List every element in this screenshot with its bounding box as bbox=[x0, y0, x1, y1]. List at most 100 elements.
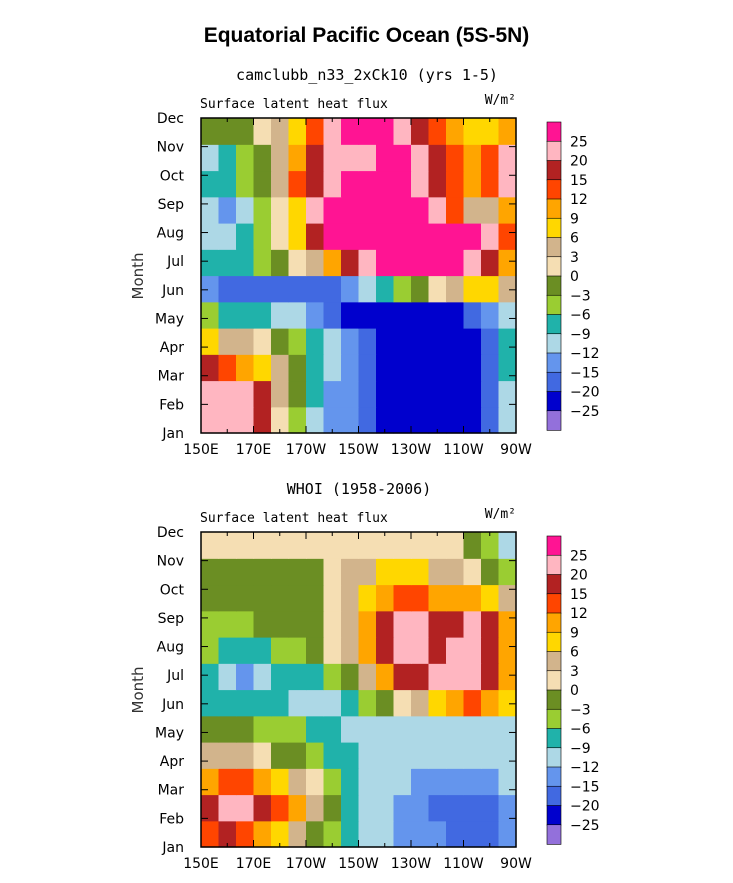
colorbar-swatch bbox=[546, 728, 562, 749]
heatmap-cell bbox=[463, 820, 482, 848]
heatmap-cell bbox=[218, 118, 237, 145]
heatmap-cell bbox=[498, 794, 517, 822]
heatmap-cell bbox=[498, 223, 517, 250]
y-tick-label: Dec bbox=[157, 525, 184, 541]
heatmap-cell bbox=[358, 794, 377, 822]
heatmap-cell bbox=[428, 584, 447, 612]
x-tick-label: 110W bbox=[443, 442, 484, 458]
heatmap-cell bbox=[218, 715, 237, 743]
heatmap-cell bbox=[288, 170, 307, 198]
heatmap-cell bbox=[271, 558, 290, 586]
heatmap-cell bbox=[271, 610, 290, 638]
heatmap-cell bbox=[236, 223, 255, 250]
heatmap-cell bbox=[218, 689, 237, 717]
colorbar-swatch bbox=[546, 631, 562, 653]
heatmap-cell bbox=[271, 742, 290, 769]
heatmap-cell bbox=[376, 820, 395, 848]
heatmap-cell bbox=[253, 558, 272, 586]
heatmap-cell bbox=[393, 532, 412, 559]
heatmap-cell bbox=[253, 794, 272, 822]
heatmap-cell bbox=[498, 584, 517, 612]
heatmap-cell bbox=[428, 689, 447, 717]
heatmap-cell bbox=[498, 558, 517, 586]
heatmap-cell bbox=[481, 118, 500, 145]
heatmap-cell bbox=[411, 301, 430, 329]
heatmap-cell bbox=[463, 301, 482, 329]
heatmap-cell bbox=[236, 275, 255, 303]
heatmap-cell bbox=[323, 354, 342, 382]
y-tick-label: Apr bbox=[160, 340, 184, 356]
heatmap-cell bbox=[288, 275, 307, 303]
heatmap-cell bbox=[393, 584, 412, 612]
heatmap-cell bbox=[428, 715, 447, 743]
heatmap-cell bbox=[463, 689, 482, 717]
heatmap-cell bbox=[201, 663, 220, 691]
colorbar-label: 6 bbox=[570, 645, 579, 661]
heatmap-cell bbox=[253, 610, 272, 638]
heatmap-cell bbox=[323, 663, 342, 691]
heatmap-cell bbox=[358, 406, 377, 434]
heatmap-cell bbox=[393, 275, 412, 303]
heatmap-cell bbox=[323, 301, 342, 329]
colorbar-label: −3 bbox=[570, 288, 591, 304]
heatmap-cell bbox=[446, 380, 465, 408]
panel-1-title: camclubb_n33_2xCk10 (yrs 1-5) bbox=[236, 66, 498, 84]
heatmap-cell bbox=[201, 532, 220, 559]
heatmap-cell bbox=[341, 354, 360, 382]
heatmap-cell bbox=[236, 170, 255, 198]
heatmap-cell bbox=[376, 768, 395, 796]
heatmap-cell bbox=[288, 196, 307, 224]
heatmap-cell bbox=[481, 223, 500, 250]
heatmap-cell bbox=[498, 328, 517, 355]
heatmap-cell bbox=[498, 301, 517, 329]
heatmap-cell bbox=[201, 118, 220, 145]
heatmap-cell bbox=[201, 223, 220, 250]
heatmap-cell bbox=[358, 715, 377, 743]
heatmap-cell bbox=[306, 637, 325, 664]
heatmap-cell bbox=[376, 584, 395, 612]
heatmap-cell bbox=[236, 558, 255, 586]
heatmap-cell bbox=[288, 249, 307, 277]
heatmap-cell bbox=[463, 380, 482, 408]
heatmap-cell bbox=[393, 301, 412, 329]
x-tick-label: 150E bbox=[183, 442, 219, 458]
heatmap-cell bbox=[463, 249, 482, 277]
heatmap-cell bbox=[463, 742, 482, 769]
heatmap-cell bbox=[498, 715, 517, 743]
heatmap-cell bbox=[411, 663, 430, 691]
heatmap-cell bbox=[463, 584, 482, 612]
heatmap-cell bbox=[498, 820, 517, 848]
heatmap-cell bbox=[393, 406, 412, 434]
heatmap-cell bbox=[376, 794, 395, 822]
heatmap-cell bbox=[446, 328, 465, 355]
y-tick-label: Aug bbox=[157, 226, 184, 242]
colorbar-swatch bbox=[546, 179, 562, 200]
heatmap-cell bbox=[446, 742, 465, 769]
panel-2-title: WHOI (1958-2006) bbox=[287, 480, 432, 498]
y-tick-label: Nov bbox=[157, 554, 184, 570]
heatmap-cell bbox=[323, 406, 342, 434]
heatmap-cell bbox=[323, 610, 342, 638]
colorbar-swatch bbox=[546, 198, 562, 219]
colorbar-swatch bbox=[546, 824, 562, 845]
colorbar-label: −9 bbox=[570, 741, 591, 757]
heatmap-cell bbox=[411, 742, 430, 769]
heatmap-cell bbox=[271, 768, 290, 796]
colorbar-swatch bbox=[546, 574, 562, 595]
heatmap-cell bbox=[358, 275, 377, 303]
heatmap-cell bbox=[446, 144, 465, 172]
heatmap-cell bbox=[288, 301, 307, 329]
heatmap-cell bbox=[376, 715, 395, 743]
heatmap-cell bbox=[288, 144, 307, 172]
heatmap-cell bbox=[323, 275, 342, 303]
colorbar-swatch bbox=[546, 612, 562, 633]
colorbar-label: 25 bbox=[570, 134, 588, 150]
colorbar-swatch bbox=[546, 651, 562, 672]
heatmap-cell bbox=[253, 196, 272, 224]
heatmap-cell bbox=[411, 584, 430, 612]
heatmap-cell bbox=[288, 663, 307, 691]
heatmap-cell bbox=[498, 144, 517, 172]
heatmap-cell bbox=[341, 301, 360, 329]
heatmap-cell bbox=[376, 558, 395, 586]
x-tick-label: 130W bbox=[391, 442, 432, 458]
